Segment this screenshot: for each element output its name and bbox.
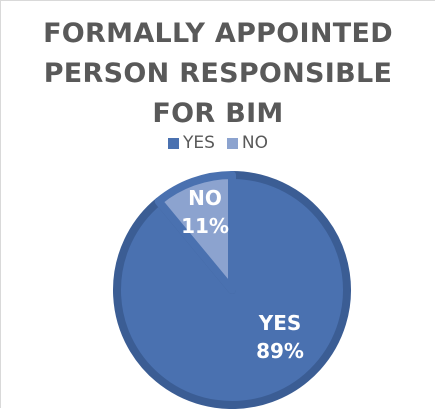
chart-title-line-2: PERSON RESPONSIBLE [43,58,393,89]
chart-title-line-3: FOR BIM [152,98,284,129]
chart-legend: YES NO [0,133,436,153]
data-label-category-yes: YES [258,311,302,335]
data-label-category-no: NO [188,186,222,210]
data-label-value-no: 11% [181,214,229,238]
chart-title-line-1: FORMALLY APPOINTED [43,18,393,49]
legend-swatch-no [226,137,238,149]
legend-swatch-yes [167,137,179,149]
legend-item-yes: YES [167,133,215,153]
legend-label-yes: YES [182,133,215,153]
data-label-value-yes: 89% [256,339,304,363]
legend-item-no: NO [226,133,269,153]
chart-title: FORMALLY APPOINTED PERSON RESPONSIBLE FO… [0,14,436,134]
legend-label-no: NO [241,133,269,153]
pie-slice-no [154,171,236,294]
